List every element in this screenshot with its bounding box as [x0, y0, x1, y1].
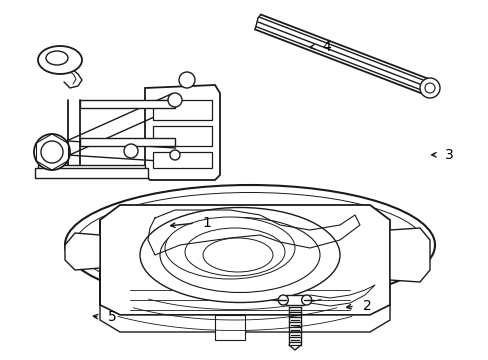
Polygon shape — [35, 168, 148, 178]
Circle shape — [124, 144, 138, 158]
Text: 1: 1 — [203, 216, 211, 230]
Ellipse shape — [164, 217, 294, 279]
Ellipse shape — [38, 46, 82, 74]
Polygon shape — [65, 233, 100, 270]
Circle shape — [170, 150, 180, 160]
Circle shape — [41, 141, 63, 163]
Polygon shape — [153, 100, 212, 120]
Text: 4: 4 — [322, 40, 331, 54]
Text: 2: 2 — [362, 299, 371, 313]
Circle shape — [424, 83, 434, 93]
Ellipse shape — [203, 238, 272, 272]
Polygon shape — [389, 228, 429, 282]
Ellipse shape — [46, 51, 68, 65]
Circle shape — [278, 295, 288, 305]
Polygon shape — [80, 100, 175, 108]
Ellipse shape — [184, 228, 285, 276]
Ellipse shape — [160, 217, 319, 293]
Circle shape — [34, 134, 70, 170]
Polygon shape — [215, 315, 244, 340]
Polygon shape — [100, 205, 389, 315]
Polygon shape — [38, 165, 145, 172]
Circle shape — [179, 72, 195, 88]
Ellipse shape — [140, 207, 339, 302]
Ellipse shape — [75, 193, 424, 297]
Text: 5: 5 — [107, 310, 116, 324]
Circle shape — [168, 93, 182, 107]
Polygon shape — [80, 138, 175, 146]
Polygon shape — [145, 85, 220, 180]
Polygon shape — [153, 152, 212, 168]
Text: 3: 3 — [444, 148, 453, 162]
Circle shape — [419, 78, 439, 98]
Polygon shape — [285, 295, 304, 305]
Circle shape — [301, 295, 311, 305]
Ellipse shape — [65, 185, 434, 305]
Polygon shape — [153, 126, 212, 146]
Polygon shape — [100, 305, 389, 332]
